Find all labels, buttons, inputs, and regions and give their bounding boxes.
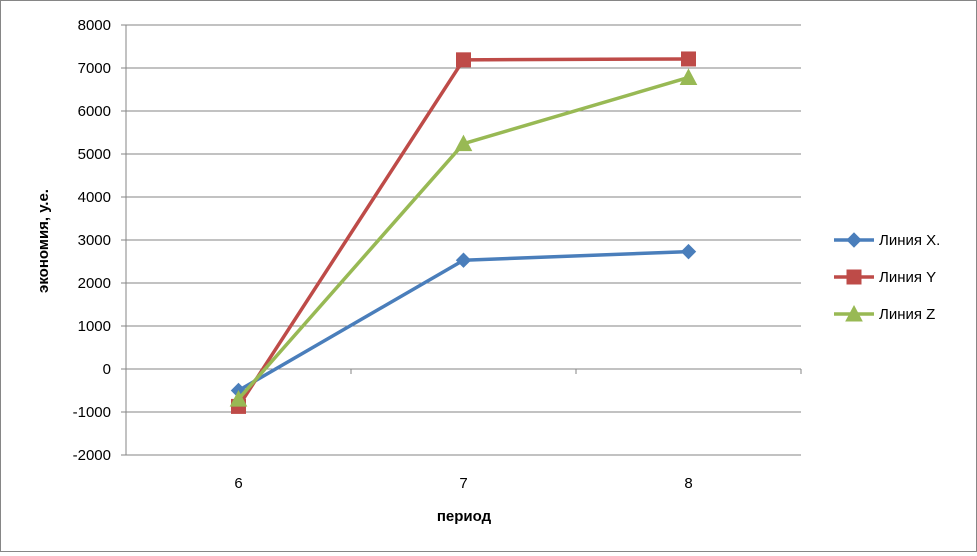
y-axis-title: экономия, у.е. <box>35 189 52 293</box>
x-axis-title: период <box>437 508 492 525</box>
y-tick-label: -2000 <box>73 447 111 464</box>
data-point <box>680 243 697 260</box>
y-tick-label: -1000 <box>73 404 111 421</box>
legend-marker <box>846 232 862 248</box>
gridlines <box>121 24 801 456</box>
y-tick-label: 6000 <box>78 103 111 120</box>
axes <box>125 25 802 455</box>
data-point <box>681 51 696 67</box>
y-tick-label: 1000 <box>78 318 111 335</box>
legend: Линия Х. Линия Y Линия Z <box>834 232 940 323</box>
x-tick-label: 8 <box>684 475 692 492</box>
series-group <box>229 51 698 414</box>
data-point <box>229 390 248 407</box>
y-tick-label: 0 <box>103 361 111 378</box>
legend-item: Линия Y <box>834 269 936 286</box>
data-point <box>679 68 698 85</box>
legend-label: Линия Х. <box>879 232 940 249</box>
legend-item: Линия Х. <box>834 232 940 249</box>
y-tick-label: 5000 <box>78 146 111 163</box>
y-tick-label: 7000 <box>78 60 111 77</box>
data-point <box>454 134 473 152</box>
series-2 <box>231 51 696 414</box>
y-tick-label: 2000 <box>78 275 111 292</box>
legend-label: Линия Y <box>879 269 936 286</box>
series-3 <box>229 68 698 407</box>
y-tick-label: 4000 <box>78 189 111 206</box>
series-1 <box>230 243 697 399</box>
y-tick-labels: 8000 7000 6000 5000 4000 3000 2000 1000 0 -1000 -2… <box>73 17 111 464</box>
x-tick-label: 6 <box>234 475 242 492</box>
y-tick-label: 3000 <box>78 232 111 249</box>
x-tick-label: 7 <box>459 475 467 492</box>
legend-item: Линия Z <box>834 304 935 323</box>
legend-marker <box>845 304 863 322</box>
data-point <box>456 52 471 68</box>
legend-marker <box>846 269 862 285</box>
data-point <box>455 252 472 268</box>
x-tick-labels: 6 7 8 <box>234 475 692 492</box>
legend-label: Линия Z <box>879 306 935 323</box>
y-tick-label: 8000 <box>78 17 111 34</box>
